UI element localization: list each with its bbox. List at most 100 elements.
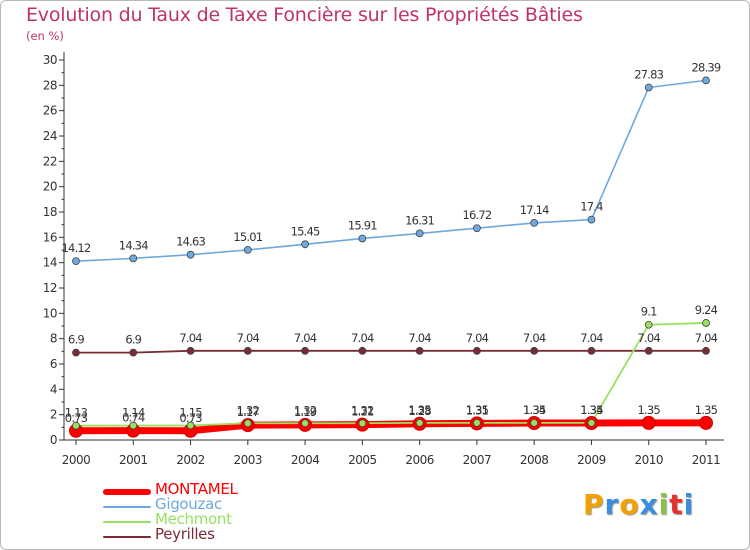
data-point-mechmont — [72, 421, 80, 430]
data-label-montamel: 1.21 — [351, 405, 374, 419]
data-label-mechmont: 1.35 — [580, 403, 603, 417]
data-label-peyrilles: 7.04 — [695, 331, 718, 345]
data-point-mechmont — [644, 320, 653, 329]
data-label-gigouzac: 14.63 — [176, 235, 205, 249]
data-point-peyrilles — [587, 346, 596, 355]
data-point-peyrilles — [186, 346, 195, 355]
y-tick-label: 30 — [43, 53, 57, 67]
data-point-peyrilles — [415, 346, 424, 355]
data-point-gigouzac — [72, 257, 80, 266]
data-label-gigouzac: 15.45 — [291, 224, 320, 238]
data-label-montamel: 1.35 — [638, 403, 661, 417]
data-label-peyrilles: 7.04 — [580, 331, 603, 345]
data-point-gigouzac — [587, 215, 596, 224]
data-point-peyrilles — [243, 346, 252, 355]
chart-title: Evolution du Taux de Taxe Foncière sur l… — [26, 4, 583, 26]
data-point-gigouzac — [644, 83, 653, 92]
logo-letter: i — [658, 488, 670, 521]
data-point-montamel — [699, 415, 713, 430]
data-point-gigouzac — [473, 224, 481, 233]
data-point-gigouzac — [702, 76, 710, 85]
x-tick-label: 2000 — [62, 453, 91, 467]
logo-letter: i — [683, 488, 695, 521]
data-point-gigouzac — [415, 229, 424, 238]
y-tick-label: 2 — [50, 408, 57, 422]
data-point-gigouzac — [301, 240, 309, 249]
legend-label: MONTAMEL — [155, 480, 238, 498]
x-tick-label: 2007 — [463, 453, 492, 467]
legend-label: Mechmont — [155, 510, 232, 528]
logo-letter: x — [639, 488, 659, 521]
legend-swatch — [103, 521, 151, 523]
data-point-gigouzac — [530, 218, 539, 227]
y-tick-label: 10 — [43, 306, 57, 320]
y-tick-label: 16 — [43, 230, 57, 244]
chart-data-points — [69, 76, 713, 438]
data-label-peyrilles: 7.04 — [638, 331, 661, 345]
data-point-peyrilles — [530, 346, 539, 355]
legend-label: Peyrilles — [155, 525, 215, 543]
logo-letter: r — [604, 488, 620, 521]
data-label-montamel: 1.19 — [294, 405, 317, 419]
data-point-mechmont — [702, 319, 710, 327]
series-line-montamel — [72, 419, 710, 435]
data-label-montamel: 1.34 — [580, 403, 603, 417]
data-point-mechmont — [415, 418, 424, 427]
series-line-mechmont — [75, 322, 707, 427]
data-point-mechmont — [587, 418, 596, 427]
logo-letter: P — [583, 488, 605, 521]
data-point-peyrilles — [301, 346, 309, 355]
data-label-gigouzac: 27.83 — [634, 67, 663, 81]
data-label-peyrilles: 6.9 — [125, 333, 141, 347]
y-tick-label: 0 — [50, 433, 57, 447]
data-label-gigouzac: 16.72 — [462, 208, 491, 222]
x-tick-label: 2002 — [176, 453, 205, 467]
data-label-mechmont: 1.35 — [408, 403, 431, 417]
data-label-gigouzac: 16.31 — [405, 213, 434, 227]
y-tick-label: 28 — [43, 78, 57, 92]
data-label-mechmont: 1.35 — [523, 403, 546, 417]
series-line-gigouzac — [75, 79, 707, 262]
data-point-mechmont — [358, 419, 367, 428]
legend-swatch — [103, 506, 151, 508]
x-tick-label: 2006 — [405, 453, 434, 467]
proxiti-logo: Proxiti — [583, 488, 694, 521]
data-label-gigouzac: 14.12 — [62, 241, 91, 255]
data-label-montamel: 1.31 — [466, 403, 489, 417]
data-label-montamel: 1.17 — [237, 405, 260, 419]
x-tick-label: 2009 — [577, 453, 606, 467]
data-label-peyrilles: 7.04 — [294, 331, 317, 345]
data-point-mechmont — [186, 421, 195, 430]
series-line-peyrilles — [75, 349, 707, 354]
data-label-mechmont: 1.32 — [294, 403, 317, 417]
logo-letter: o — [619, 488, 640, 521]
legend-swatch — [103, 489, 151, 495]
data-label-gigouzac: 15.91 — [348, 218, 377, 232]
data-label-peyrilles: 7.04 — [351, 331, 374, 345]
chart-data-labels: 14.12 14.34 14.63 15.01 15.45 15.91 16.31 16.72… — [62, 60, 722, 425]
data-label-montamel: 0.73 — [179, 411, 202, 425]
data-label-montamel: 0.73 — [65, 411, 88, 425]
data-label-peyrilles: 7.04 — [408, 331, 431, 345]
data-label-mechmont: 9.1 — [641, 305, 657, 319]
data-point-montamel — [641, 415, 656, 430]
data-label-peyrilles: 6.9 — [68, 333, 84, 347]
data-label-mechmont: 9.24 — [695, 303, 718, 317]
data-label-mechmont: 1.35 — [466, 403, 489, 417]
y-tick-label: 22 — [43, 154, 57, 168]
data-label-peyrilles: 7.04 — [179, 331, 202, 345]
data-label-mechmont: 1.32 — [351, 403, 374, 417]
y-tick-label: 18 — [43, 205, 57, 219]
data-label-peyrilles: 7.04 — [523, 331, 546, 345]
data-label-gigouzac: 15.01 — [233, 230, 262, 244]
data-point-mechmont — [129, 421, 138, 430]
data-point-peyrilles — [358, 346, 367, 355]
data-label-montamel: 1.28 — [408, 404, 431, 418]
y-tick-label: 20 — [43, 180, 57, 194]
data-point-mechmont — [530, 418, 539, 427]
data-point-peyrilles — [473, 346, 481, 355]
data-label-gigouzac: 28.39 — [692, 60, 721, 74]
x-tick-label: 2001 — [119, 453, 148, 467]
